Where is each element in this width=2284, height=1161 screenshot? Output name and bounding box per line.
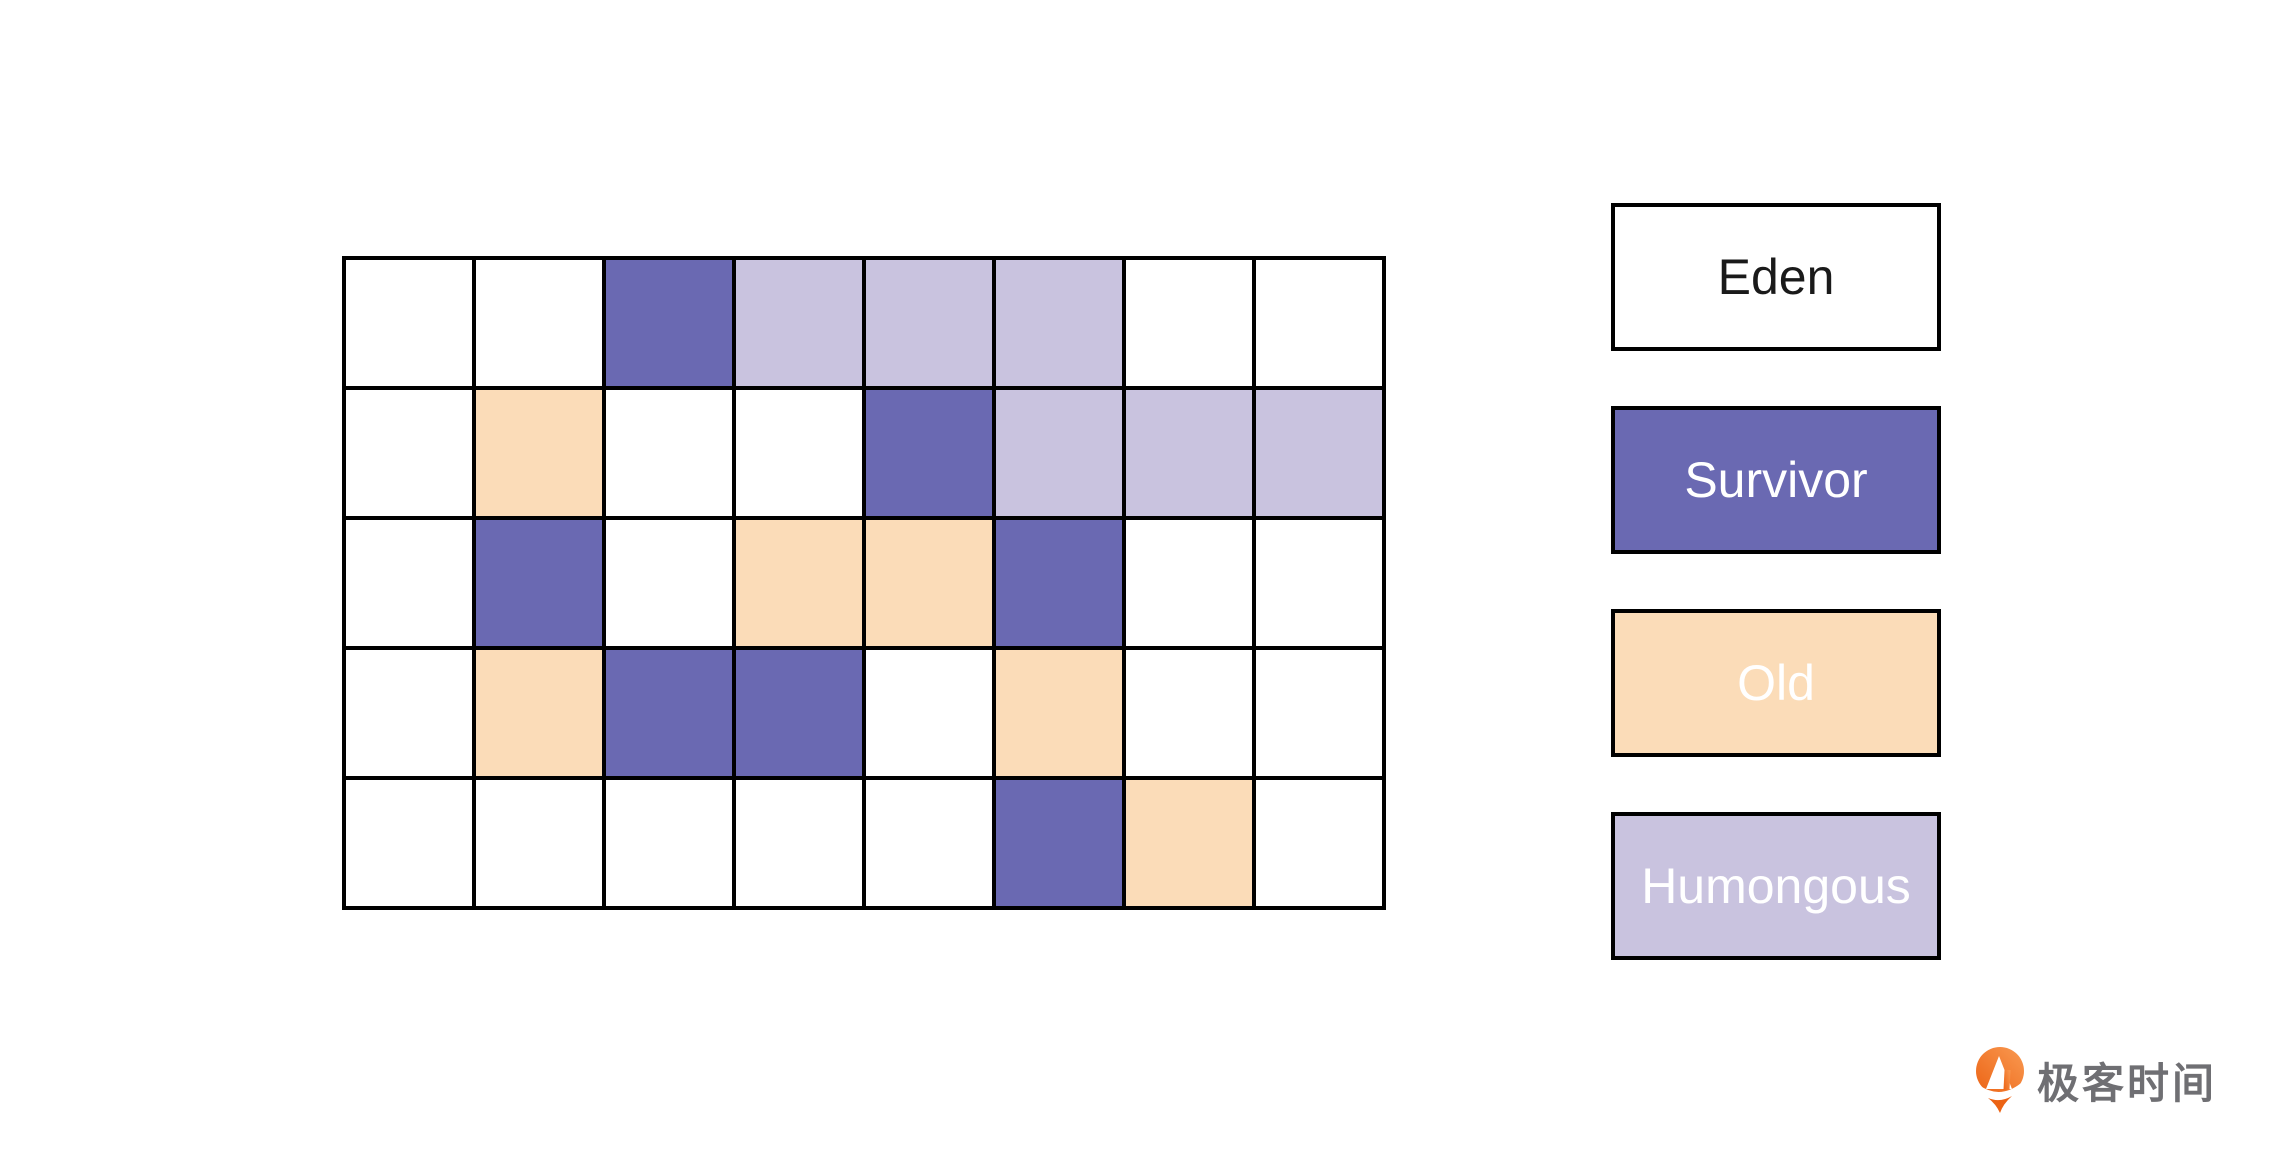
grid-cell-old [474,388,604,518]
grid-cell-survivor [734,648,864,778]
grid-cell-humongous [734,258,864,388]
grid-cell-old [734,518,864,648]
grid-cell-eden [344,388,474,518]
grid-cell-old [994,648,1124,778]
geektime-logo-icon [1975,1047,2025,1113]
grid-cell-old [474,648,604,778]
legend-box-survivor: Survivor [1611,406,1941,554]
legend-box-old: Old [1611,609,1941,757]
grid-cell-eden [344,518,474,648]
grid-cell-eden [604,778,734,908]
legend: Eden Survivor Old Humongous [1611,203,1941,960]
grid-cell-survivor [474,518,604,648]
grid-cell-eden [864,648,994,778]
grid-cell-eden [734,778,864,908]
legend-label-eden: Eden [1717,249,1835,305]
brand-lockup: 极客时间 [1975,1046,2217,1114]
grid-cell-eden [604,518,734,648]
grid-cell-humongous [864,258,994,388]
grid-cell-humongous [1124,388,1254,518]
grid-cell-survivor [604,258,734,388]
grid-cell-eden [734,388,864,518]
grid-cell-humongous [994,258,1124,388]
grid-cell-survivor [994,778,1124,908]
grid-cell-eden [1124,518,1254,648]
grid-cell-old [1124,778,1254,908]
legend-label-old: Old [1737,655,1815,711]
grid-cell-humongous [994,388,1124,518]
grid-cell-eden [604,388,734,518]
legend-label-humongous: Humongous [1641,858,1911,914]
grid-cell-survivor [604,648,734,778]
grid-cell-eden [1254,648,1384,778]
grid-cell-eden [1124,258,1254,388]
grid-cell-eden [474,778,604,908]
grid-cell-survivor [864,388,994,518]
legend-label-survivor: Survivor [1684,452,1868,508]
grid-cell-eden [344,648,474,778]
grid-cell-eden [344,258,474,388]
grid-cell-eden [1254,258,1384,388]
grid-cell-eden [864,778,994,908]
heap-region-grid [342,256,1386,910]
grid-cell-humongous [1254,388,1384,518]
grid-cell-eden [474,258,604,388]
grid-cell-eden [1254,518,1384,648]
grid-cell-eden [1124,648,1254,778]
grid-cell-old [864,518,994,648]
grid-cell-eden [344,778,474,908]
grid-cell-survivor [994,518,1124,648]
grid-cell-eden [1254,778,1384,908]
legend-box-humongous: Humongous [1611,812,1941,960]
legend-box-eden: Eden [1611,203,1941,351]
geektime-logo-text: 极客时间 [2037,1059,2218,1107]
